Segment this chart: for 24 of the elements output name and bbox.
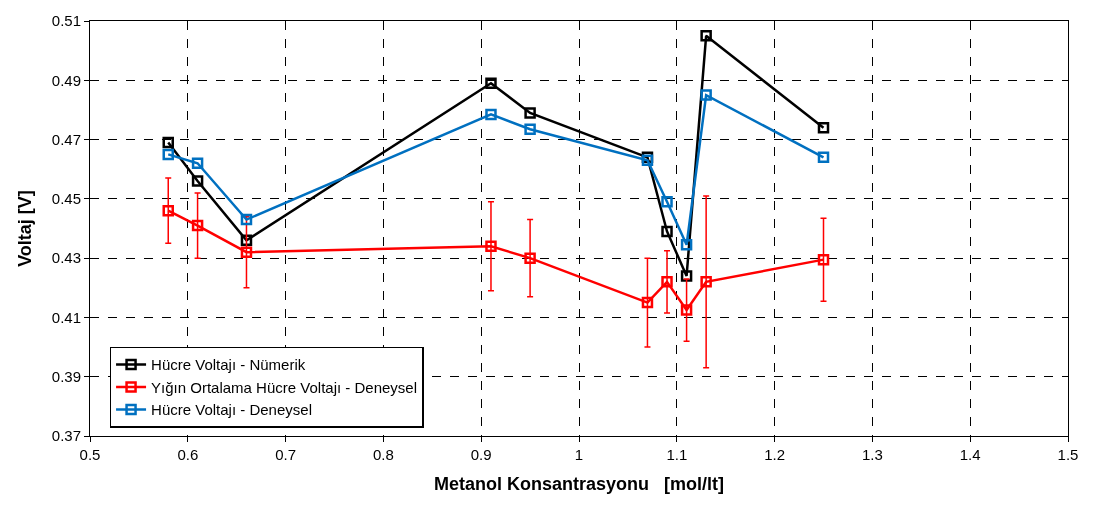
x-tick-label: 1.1 bbox=[666, 446, 688, 463]
x-tick-label: 1.5 bbox=[1057, 446, 1079, 463]
x-tick-label: 0.9 bbox=[470, 446, 492, 463]
x-tick-label: 1.2 bbox=[764, 446, 786, 463]
y-tick-label: 0.49 bbox=[51, 71, 81, 89]
y-tick-label: 0.39 bbox=[51, 367, 81, 385]
x-axis-title: Metanol Konsantrasyonu [mol/lt] bbox=[433, 474, 725, 495]
y-tick-label: 0.41 bbox=[51, 308, 81, 326]
x-tick-label: 0.6 bbox=[177, 446, 199, 463]
y-tick-label: 0.43 bbox=[51, 249, 81, 267]
legend-label: Hücre Voltajı - Deneysel bbox=[151, 401, 312, 419]
y-axis-title: Voltaj [V] bbox=[15, 190, 35, 267]
x-tick-label: 0.8 bbox=[372, 446, 394, 463]
y-tick-label: 0.37 bbox=[51, 427, 81, 445]
x-tick-label: 0.7 bbox=[275, 446, 297, 463]
y-tick-label: 0.45 bbox=[51, 190, 81, 208]
x-tick-label: 1 bbox=[574, 446, 584, 463]
y-tick-label: 0.47 bbox=[51, 130, 81, 148]
legend-label: Yığın Ortalama Hücre Voltajı - Deneysel bbox=[151, 378, 418, 396]
legend-label: Hücre Voltajı - Nümerik bbox=[151, 356, 306, 374]
y-tick-label: 0.51 bbox=[51, 12, 81, 30]
x-tick-label: 1.3 bbox=[861, 446, 883, 463]
x-tick-label: 1.4 bbox=[959, 446, 981, 463]
x-tick-label: 0.5 bbox=[79, 446, 101, 463]
